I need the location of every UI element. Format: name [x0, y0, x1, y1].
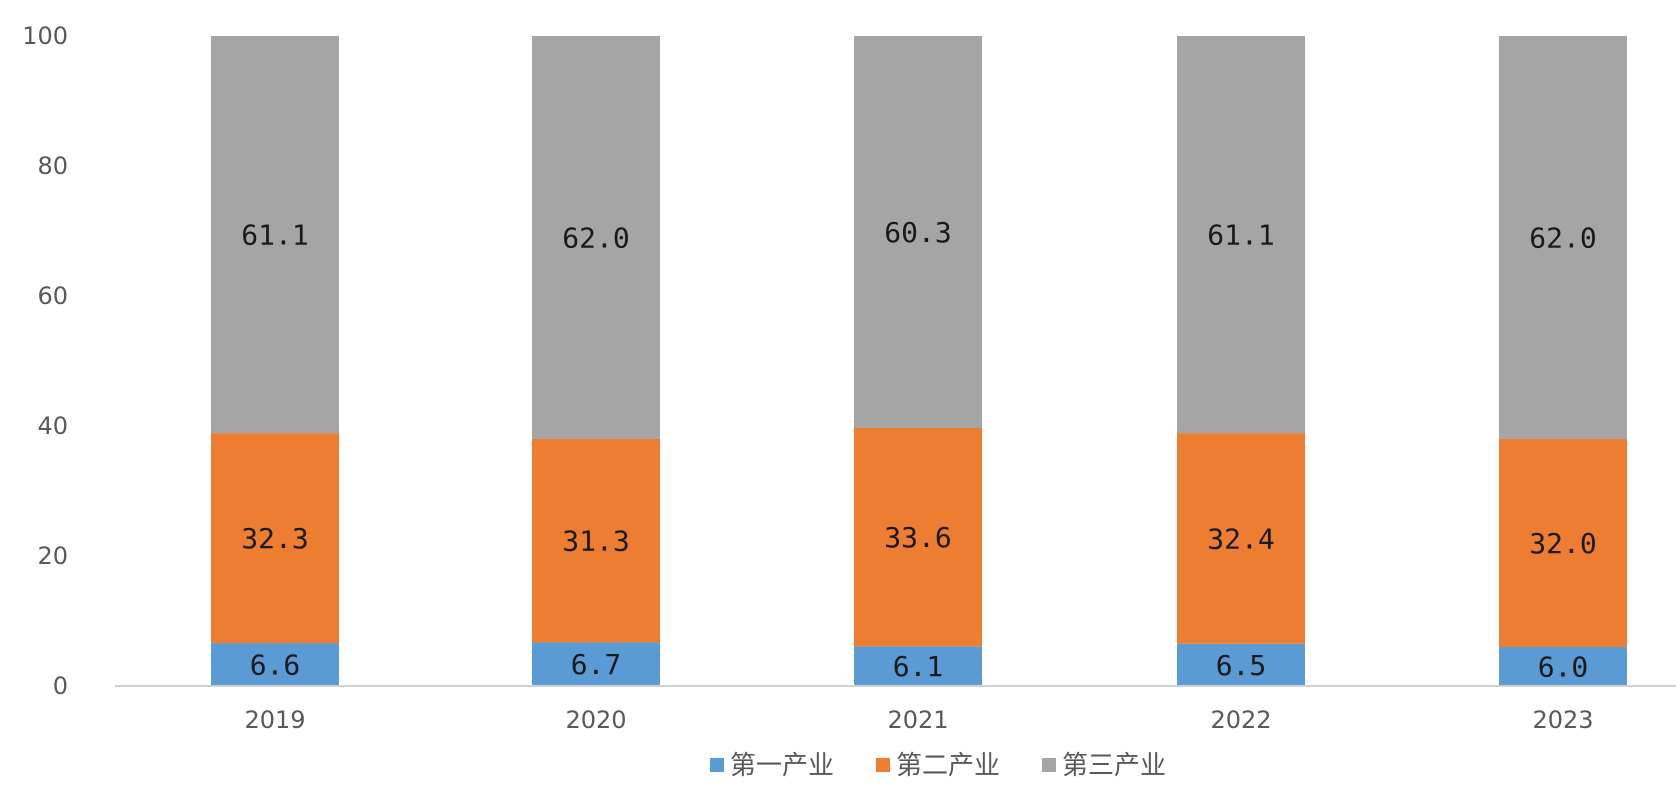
- data-label: 32.0: [1529, 527, 1596, 560]
- bar-segment: [211, 643, 339, 686]
- y-axis: 0 20 40 60 80 100: [22, 22, 68, 700]
- bar-segment: [1499, 439, 1627, 647]
- data-label: 61.1: [241, 219, 308, 252]
- legend-label: 第一产业: [730, 751, 834, 781]
- bar-segment: [1499, 647, 1627, 686]
- data-label: 6.5: [1216, 649, 1267, 682]
- x-tick-label: 2021: [887, 706, 948, 734]
- data-label: 31.3: [562, 525, 629, 558]
- bar-segment: [854, 427, 982, 647]
- x-tick-label: 2020: [565, 706, 626, 734]
- bar-segment: [1177, 36, 1305, 434]
- x-tick-label: 2019: [244, 706, 305, 734]
- bar-segment: [854, 646, 982, 686]
- y-tick-label: 60: [37, 282, 68, 310]
- data-label: 62.0: [1529, 222, 1596, 255]
- legend-label: 第三产业: [1062, 751, 1166, 781]
- data-label: 6.6: [250, 649, 301, 682]
- legend-swatch: [1042, 758, 1056, 772]
- legend-swatch: [710, 758, 724, 772]
- x-tick-label: 2023: [1532, 706, 1593, 734]
- legend-label: 第二产业: [896, 751, 1000, 781]
- legend: 第一产业 第二产业 第三产业: [710, 751, 1166, 781]
- bar-segment: [532, 439, 660, 643]
- data-label: 32.3: [241, 522, 308, 555]
- bar-segment: [532, 36, 660, 439]
- y-tick-label: 80: [37, 152, 68, 180]
- data-label: 60.3: [884, 216, 951, 249]
- data-label: 6.0: [1538, 651, 1589, 684]
- bar-segment: [211, 36, 339, 434]
- bar-segment: [1177, 433, 1305, 644]
- x-tick-label: 2022: [1210, 706, 1271, 734]
- y-tick-label: 0: [53, 672, 68, 700]
- legend-swatch: [876, 758, 890, 772]
- bar-segment: [532, 642, 660, 686]
- data-label: 33.6: [884, 521, 951, 554]
- y-tick-label: 100: [22, 22, 68, 50]
- bar-segment: [211, 433, 339, 644]
- bar-segment: [1499, 36, 1627, 439]
- x-axis: 2019 2020 2021 2022 2023: [244, 706, 1593, 734]
- y-tick-label: 20: [37, 542, 68, 570]
- data-label: 32.4: [1207, 522, 1274, 555]
- y-tick-label: 40: [37, 412, 68, 440]
- data-label: 6.1: [893, 650, 944, 683]
- data-label: 6.7: [571, 648, 622, 681]
- bar-segment: [1177, 643, 1305, 686]
- bar-segment: [854, 36, 982, 428]
- data-label: 62.0: [562, 222, 629, 255]
- data-label: 61.1: [1207, 219, 1274, 252]
- bars: 6.6 32.3 61.1 6.7 31.3 62.0 6.1 33.6 60.3 6.5 32.4…: [211, 36, 1627, 686]
